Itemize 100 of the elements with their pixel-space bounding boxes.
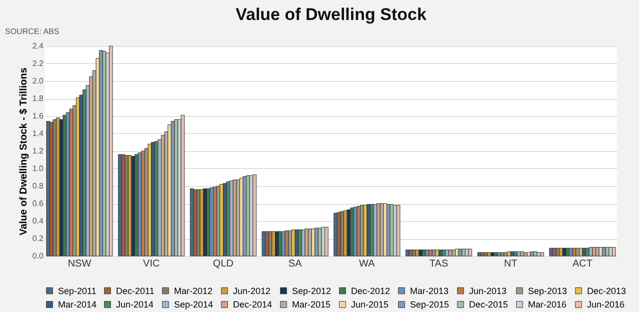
bar	[282, 231, 286, 256]
bar	[278, 231, 282, 256]
chart-title: Value of Dwelling Stock	[236, 5, 427, 24]
bar	[480, 252, 484, 256]
bar	[468, 248, 472, 256]
x-tick-label: VIC	[143, 258, 160, 270]
bar	[230, 180, 234, 256]
bar	[445, 250, 449, 256]
bar	[99, 50, 103, 256]
x-tick-label: NSW	[68, 258, 92, 270]
legend-label: Sep-2011	[58, 286, 96, 296]
bar	[534, 251, 538, 256]
legend-label: Dec-2013	[587, 286, 626, 296]
y-tick-label: 0.0	[32, 252, 44, 260]
bar	[340, 211, 344, 256]
bar	[131, 156, 136, 256]
bar	[314, 228, 318, 256]
bar	[210, 188, 214, 256]
legend-label: Mar-2014	[58, 300, 97, 310]
bar	[477, 252, 482, 256]
legend-label: Mar-2012	[174, 286, 213, 296]
bar	[438, 250, 442, 256]
legend-label: Dec-2011	[116, 286, 154, 296]
y-tick-label: 1.8	[32, 94, 44, 103]
bar	[174, 119, 178, 256]
bar	[56, 118, 60, 256]
bar	[412, 250, 416, 256]
bar	[298, 230, 302, 256]
bar	[350, 208, 354, 256]
bar	[236, 180, 240, 256]
bar	[220, 184, 224, 256]
bar	[530, 251, 534, 256]
bar	[158, 139, 162, 256]
y-tick-label: 2.4	[32, 42, 44, 50]
bar	[356, 206, 361, 256]
bar	[200, 189, 204, 256]
bar	[52, 119, 57, 256]
legend-label: Jun-2014	[116, 300, 154, 310]
bar	[203, 188, 207, 256]
y-tick-label: 0.6	[32, 199, 44, 208]
bar	[376, 203, 380, 256]
bar	[536, 252, 541, 256]
bar	[526, 252, 531, 256]
y-axis-title: Value of Dwelling Stock - $ Trillions	[18, 67, 30, 236]
bar	[549, 248, 554, 256]
bar	[520, 251, 524, 256]
bar	[294, 230, 299, 256]
bar	[383, 203, 388, 256]
legend-label: Jun-2016	[587, 300, 625, 310]
bar	[592, 247, 596, 256]
bar	[428, 250, 432, 256]
x-tick-label: SA	[288, 258, 302, 270]
x-tick-label: QLD	[212, 258, 234, 270]
bar	[246, 175, 250, 256]
bar	[425, 250, 430, 256]
bar	[408, 250, 413, 256]
bar	[602, 247, 606, 256]
bar	[452, 250, 456, 256]
bar	[178, 119, 182, 256]
bar	[134, 154, 138, 256]
bar	[390, 204, 394, 256]
legend-label: Sep-2013	[528, 286, 568, 296]
y-tick-label: 2.2	[32, 59, 44, 68]
bar	[507, 251, 511, 256]
bar	[373, 204, 378, 256]
bar	[213, 186, 217, 256]
y-tick-label: 1.4	[32, 129, 44, 138]
bar	[612, 247, 616, 256]
legend-label: Dec-2015	[469, 300, 508, 310]
bar	[569, 248, 573, 256]
bar	[559, 248, 563, 256]
bar	[566, 248, 570, 256]
bar	[435, 250, 440, 256]
bar	[462, 248, 466, 256]
bar	[324, 226, 328, 256]
legend-label: Sep-2014	[174, 300, 214, 310]
bar	[168, 124, 172, 256]
bar	[393, 205, 397, 256]
bar	[360, 205, 364, 256]
y-tick-label: 0.8	[32, 182, 44, 190]
bar	[556, 248, 560, 256]
y-tick-label: 2.0	[32, 76, 44, 86]
bar	[226, 181, 230, 256]
bar	[540, 252, 544, 256]
bar	[418, 250, 423, 256]
bar	[252, 174, 257, 256]
bar	[576, 248, 580, 256]
y-tick-label: 1.2	[32, 146, 44, 156]
bar	[334, 212, 338, 256]
bar	[124, 155, 128, 256]
bar	[608, 247, 613, 256]
bar	[288, 230, 292, 256]
bar	[321, 226, 326, 256]
legend-label: Mar-2016	[528, 300, 567, 310]
bar	[148, 144, 152, 256]
bar	[66, 112, 70, 256]
bar	[598, 247, 603, 256]
source-note: SOURCE: ABS	[5, 27, 60, 36]
bar	[141, 150, 145, 256]
bar	[46, 121, 50, 256]
